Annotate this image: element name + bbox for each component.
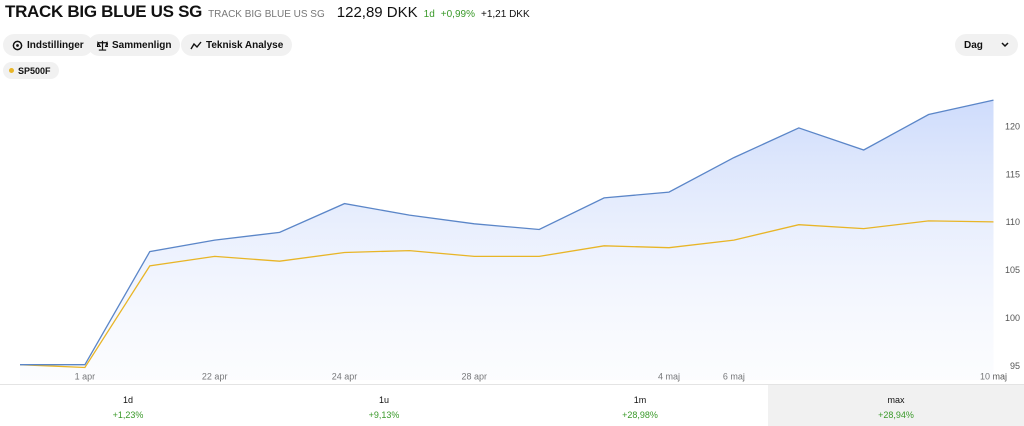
- period-label: 1m: [633, 395, 647, 405]
- gear-icon: [12, 40, 23, 50]
- y-tick-label: 100: [1005, 313, 1020, 323]
- period-cell[interactable]: 1m +28,98%: [512, 385, 768, 426]
- scale-icon: [97, 40, 108, 51]
- period-label: 1d: [122, 395, 133, 405]
- price: 122,89 DKK: [336, 4, 418, 21]
- period-change: +28,94%: [878, 410, 914, 420]
- period: 1d: [423, 9, 435, 20]
- interval-label: Dag: [964, 39, 983, 51]
- compare-button[interactable]: Sammenlign: [88, 34, 181, 56]
- y-tick-label: 105: [1005, 265, 1020, 275]
- compare-label: Sammenlign: [112, 39, 172, 51]
- y-tick-label: 120: [1005, 121, 1020, 131]
- period-change: +1,23%: [112, 410, 144, 420]
- symbol: TRACK BIG BLUE US SG: [208, 9, 325, 20]
- y-tick-label: 95: [1010, 361, 1020, 371]
- series-line: [19, 220, 994, 369]
- period-change: +9,13%: [368, 410, 400, 420]
- period-row: 1d +1,23% 1u +9,13% 1m +28,98% max +28,94%: [0, 384, 1024, 426]
- period-change: +28,98%: [622, 410, 658, 420]
- settings-button[interactable]: Indstillinger: [3, 34, 93, 56]
- title: TRACK BIG BLUE US SG: [5, 2, 203, 21]
- chart: 951001051101151201 apr22 apr24 apr28 apr…: [19, 99, 1020, 381]
- series-line: [20, 99, 994, 366]
- chevron: [1001, 42, 1009, 48]
- period-label: 1u: [378, 395, 389, 405]
- change-pct: +0,99%: [440, 9, 475, 20]
- legend-dot: [9, 68, 14, 73]
- change-abs: +1,21 DKK: [480, 9, 530, 20]
- technical-label: Teknisk Analyse: [206, 39, 284, 51]
- settings-label: Indstillinger: [27, 39, 84, 51]
- period-label: max: [887, 395, 905, 405]
- interval-dropdown[interactable]: Dag: [955, 34, 1018, 56]
- trend-icon: [190, 41, 202, 49]
- legend-label: SP500F: [18, 65, 51, 76]
- header: TRACK BIG BLUE US SG TRACK BIG BLUE US S…: [5, 2, 530, 24]
- y-tick-label: 110: [1006, 217, 1020, 227]
- period-cell[interactable]: 1u +9,13%: [256, 385, 512, 426]
- y-tick-label: 115: [1006, 169, 1020, 179]
- technical-button[interactable]: Teknisk Analyse: [181, 34, 293, 56]
- period-cell[interactable]: 1d +1,23%: [0, 385, 256, 426]
- legend-chip[interactable]: SP500F: [3, 62, 59, 79]
- area-fill: [20, 100, 994, 380]
- period-cell[interactable]: max +28,94%: [768, 385, 1024, 426]
